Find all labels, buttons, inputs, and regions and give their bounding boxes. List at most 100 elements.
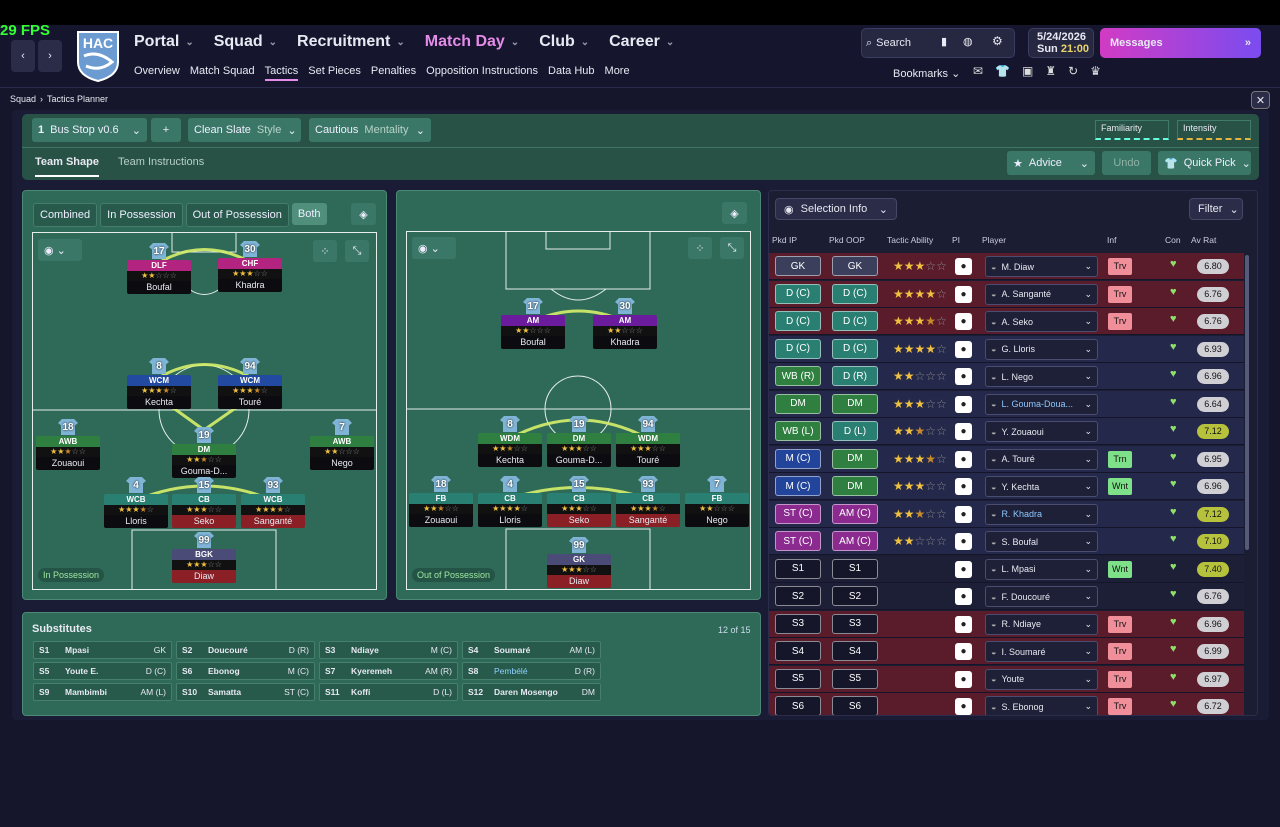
substitute-row[interactable]: S12 Daren Mosengo DM xyxy=(462,683,601,701)
submenu-item[interactable]: Match Squad xyxy=(189,65,255,77)
submenu-item[interactable]: More xyxy=(604,65,630,77)
player-card[interactable]: 4 WCB ★★★★☆ Lloris xyxy=(104,477,168,528)
player-select[interactable]: ◒ I. Soumaré ⌄ xyxy=(985,641,1098,662)
pi-icon[interactable]: ● xyxy=(955,505,972,523)
table-row[interactable]: M (C) DM ★★★★☆ ● ◒ A. Touré ⌄ Trn ♥ 6.95 xyxy=(769,445,1244,473)
player-select[interactable]: ◒ A. Touré ⌄ xyxy=(985,448,1098,470)
column-header[interactable]: Av Rat xyxy=(1191,235,1217,245)
quick-pick-button[interactable]: 👕 Quick Pick ⌄ xyxy=(1158,151,1251,175)
pitch-menu[interactable]: ◈ xyxy=(351,203,376,225)
pkd-ip[interactable]: WB (L) xyxy=(775,421,821,441)
crumb[interactable]: Squad xyxy=(10,94,37,104)
pkd-oop[interactable]: AM (C) xyxy=(832,503,878,524)
table-row[interactable]: D (C) D (C) ★★★★☆ ● ◒ A. Sanganté ⌄ Trv ♥ 6.76 xyxy=(769,280,1244,308)
player-select[interactable]: ◒ Y. Zouaoui ⌄ xyxy=(985,421,1098,442)
pi-icon[interactable]: ● xyxy=(955,258,972,275)
pi-icon[interactable]: ● xyxy=(955,478,972,495)
player-select[interactable]: ◒ Youte ⌄ xyxy=(985,668,1098,690)
grid-toggle[interactable]: ⁘ xyxy=(313,240,337,262)
messages-button[interactable]: Messages » xyxy=(1100,28,1261,58)
pkd-ip[interactable]: M (C) xyxy=(775,476,821,496)
column-header[interactable]: Player xyxy=(982,235,1007,245)
pkd-ip[interactable]: S4 xyxy=(775,641,821,661)
table-row[interactable]: S5 S5 ● ◒ Youte ⌄ Trv ♥ 6.97 xyxy=(769,665,1244,693)
pitch-mode[interactable]: Both xyxy=(291,203,327,225)
close-button[interactable]: ✕ xyxy=(1251,91,1270,109)
substitute-row[interactable]: S10 Samatta ST (C) xyxy=(176,683,315,701)
pkd-ip[interactable]: S6 xyxy=(775,696,821,715)
pkd-ip[interactable]: ST (C) xyxy=(775,531,821,551)
table-row[interactable]: S2 S2 ● ◒ F. Doucouré ⌄ ♥ 6.76 xyxy=(769,583,1244,610)
pkd-ip[interactable]: S5 xyxy=(775,668,821,689)
forward-button[interactable]: › xyxy=(38,40,62,72)
table-row[interactable]: DM DM ★★★☆☆ ● ◒ L. Gouma-Doua... ⌄ ♥ 6.64 xyxy=(769,390,1244,418)
pi-icon[interactable]: ● xyxy=(955,395,972,413)
undo-button[interactable]: Undo xyxy=(1102,151,1151,175)
substitute-row[interactable]: S9 Mambimbi AM (L) xyxy=(33,683,172,701)
pkd-ip[interactable]: D (C) xyxy=(775,311,821,331)
tab[interactable]: Team Instructions xyxy=(118,156,205,168)
pkd-oop[interactable]: S3 xyxy=(832,613,878,634)
player-card[interactable]: 94 WDM ★★★☆☆ Touré xyxy=(616,416,680,467)
mentality-select[interactable]: Cautious Mentality ⌄ xyxy=(309,118,431,142)
pkd-oop[interactable]: D (R) xyxy=(832,366,878,386)
menu-item[interactable]: Match Day ⌄ xyxy=(425,32,519,52)
submenu-item[interactable]: Penalties xyxy=(370,65,417,77)
grid-toggle[interactable]: ⁘ xyxy=(688,237,712,259)
table-row[interactable]: S3 S3 ● ◒ R. Ndiaye ⌄ Trv ♥ 6.96 xyxy=(769,610,1244,638)
pi-icon[interactable]: ● xyxy=(955,313,972,330)
player-card[interactable]: 17 AM ★★☆☆☆ Boufal xyxy=(501,298,565,349)
player-card[interactable]: 99 GK ★★★☆☆ Diaw xyxy=(547,537,611,588)
table-row[interactable]: S1 S1 ● ◒ L. Mpasi ⌄ Wnt ♥ 7.40 xyxy=(769,555,1244,583)
player-select[interactable]: ◒ F. Doucouré ⌄ xyxy=(985,586,1098,607)
pkd-oop[interactable]: S1 xyxy=(832,558,878,579)
player-select[interactable]: ◒ L. Mpasi ⌄ xyxy=(985,558,1098,580)
column-header[interactable]: Tactic Ability xyxy=(887,235,934,245)
pitch-mode[interactable]: In Possession xyxy=(100,203,183,227)
pi-icon[interactable]: ● xyxy=(955,698,972,715)
column-header[interactable]: Con xyxy=(1165,235,1181,245)
pi-icon[interactable]: ● xyxy=(955,450,972,468)
player-card[interactable]: 8 WCM ★★★★☆ Kechta xyxy=(127,358,191,409)
substitute-row[interactable]: S4 Soumaré AM (L) xyxy=(462,641,601,659)
substitute-row[interactable]: S5 Youte E. D (C) xyxy=(33,662,172,680)
settings-icon[interactable]: ⚙ xyxy=(992,34,1003,48)
substitute-row[interactable]: S3 Ndiaye M (C) xyxy=(319,641,458,659)
pkd-ip[interactable]: ST (C) xyxy=(775,503,821,524)
player-card[interactable]: 94 WCM ★★★★☆ Touré xyxy=(218,358,282,409)
player-select[interactable]: ◒ R. Khadra ⌄ xyxy=(985,503,1098,525)
table-row[interactable]: ST (C) AM (C) ★★★☆☆ ● ◒ R. Khadra ⌄ ♥ 7.12 xyxy=(769,500,1244,528)
player-select[interactable]: ◒ S. Boufal ⌄ xyxy=(985,531,1098,552)
table-row[interactable]: M (C) DM ★★★☆☆ ● ◒ Y. Kechta ⌄ Wnt ♥ 6.96 xyxy=(769,473,1244,500)
player-card[interactable]: 15 CB ★★★☆☆ Seko xyxy=(547,476,611,527)
date-box[interactable]: 5/24/2026 Sun 21:00 xyxy=(1028,28,1094,58)
menu-item[interactable]: Recruitment ⌄ xyxy=(297,32,405,52)
pi-icon[interactable]: ● xyxy=(955,588,972,605)
pkd-oop[interactable]: AM (C) xyxy=(832,531,878,551)
player-card[interactable]: 18 FB ★★★☆☆ Zouaoui xyxy=(409,476,473,527)
pkd-ip[interactable]: D (C) xyxy=(775,338,821,359)
player-card[interactable]: 17 DLF ★★☆☆☆ Boufal xyxy=(127,243,191,294)
view-toggle[interactable]: ◉ ⌄ xyxy=(38,239,82,261)
search-button[interactable]: ⌕ Search xyxy=(866,33,911,53)
selection-info-button[interactable]: ◉ Selection Info ⌄ xyxy=(775,198,897,220)
tactic-select[interactable]: 1 Bus Stop v0.6 ⌄ xyxy=(32,118,147,142)
pkd-oop[interactable]: D (C) xyxy=(832,283,878,304)
pitch-menu[interactable]: ◈ xyxy=(722,202,747,224)
player-card[interactable]: 30 CHF ★★★☆☆ Khadra xyxy=(218,241,282,292)
table-row[interactable]: D (C) D (C) ★★★★☆ ● ◒ G. Lloris ⌄ ♥ 6.93 xyxy=(769,335,1244,363)
player-card[interactable]: 15 CB ★★★☆☆ Seko xyxy=(172,477,236,528)
pi-icon[interactable]: ● xyxy=(955,368,972,385)
pitch-mode[interactable]: Out of Possession xyxy=(185,203,289,227)
table-row[interactable]: GK GK ★★★☆☆ ● ◒ M. Diaw ⌄ Trv ♥ 6.80 xyxy=(769,253,1244,280)
table-row[interactable]: S4 S4 ● ◒ I. Soumaré ⌄ Trv ♥ 6.99 xyxy=(769,638,1244,665)
pkd-oop[interactable]: DM xyxy=(832,393,878,414)
player-card[interactable]: 93 WCB ★★★★☆ Sanganté xyxy=(241,477,305,528)
pi-icon[interactable]: ● xyxy=(955,560,972,578)
player-select[interactable]: ◒ L. Nego ⌄ xyxy=(985,366,1098,387)
player-card[interactable]: 19 DM ★★★☆☆ Gouma-D... xyxy=(172,427,236,478)
expand-toggle[interactable]: ⤡ xyxy=(345,240,369,262)
pkd-ip[interactable]: D (C) xyxy=(775,283,821,304)
expand-toggle[interactable]: ⤡ xyxy=(720,237,744,259)
submenu-item[interactable]: Data Hub xyxy=(548,65,595,77)
